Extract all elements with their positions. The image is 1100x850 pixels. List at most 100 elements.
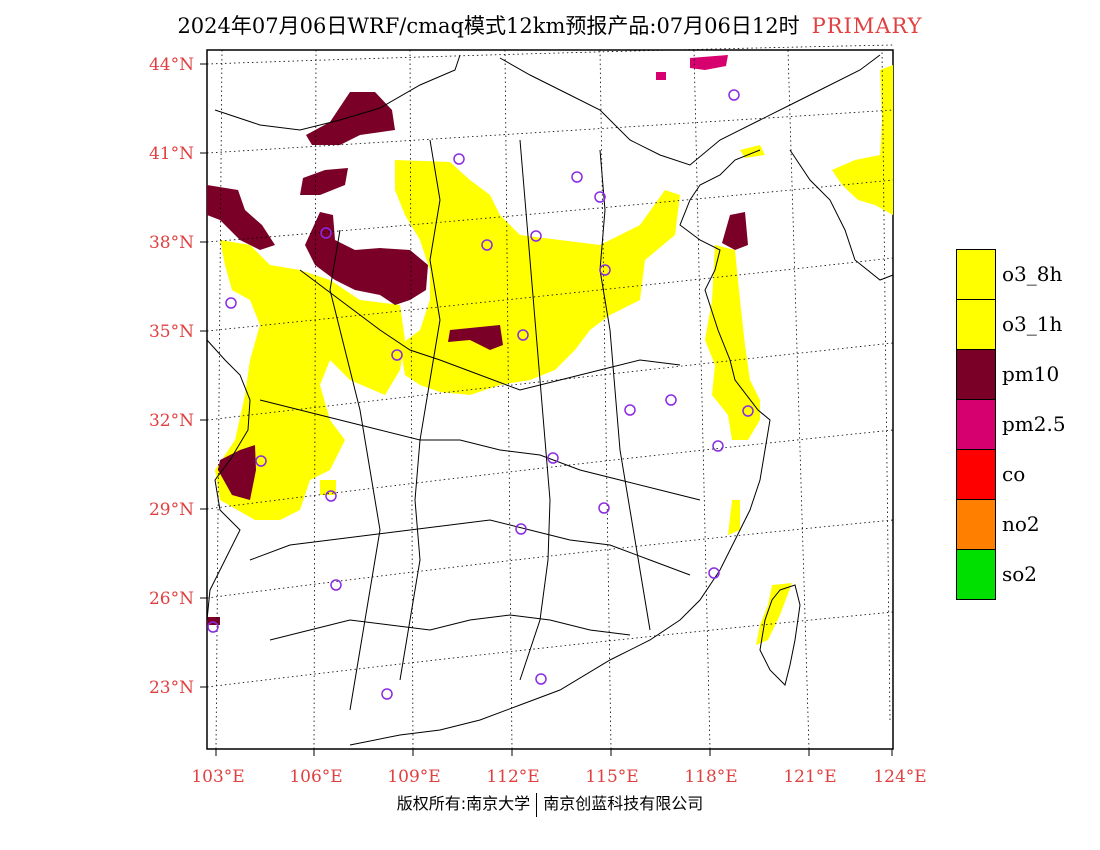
taiwan-island bbox=[759, 584, 801, 686]
legend-item-so2: so2 bbox=[956, 548, 1066, 600]
pm10-region-loess bbox=[305, 212, 428, 305]
longitude-axis: 103°E 106°E 109°E 112°E 115°E 118°E 121°… bbox=[191, 749, 927, 787]
legend-item-o3-8h: o3_8h bbox=[956, 249, 1066, 299]
station-marker bbox=[225, 297, 237, 309]
station-marker bbox=[594, 191, 606, 203]
station-marker bbox=[453, 153, 465, 165]
lat-label: 35°N bbox=[149, 322, 194, 342]
province-line-3 bbox=[249, 519, 691, 576]
pm10-region-coast bbox=[722, 212, 748, 250]
pm25-region-north bbox=[690, 55, 728, 70]
lat-label: 23°N bbox=[149, 678, 194, 698]
china-coastline bbox=[349, 149, 771, 746]
station-marker bbox=[381, 688, 393, 700]
lon-label: 112°E bbox=[486, 767, 539, 787]
lon-label: 109°E bbox=[387, 767, 440, 787]
pollutant-mode-label: PRIMARY bbox=[811, 14, 923, 38]
legend-item-co: co bbox=[956, 449, 1066, 499]
administrative-boundaries bbox=[206, 54, 894, 746]
legend-swatch bbox=[956, 399, 996, 449]
lon-label: 118°E bbox=[684, 767, 737, 787]
station-marker bbox=[665, 394, 677, 406]
legend-swatch bbox=[956, 299, 996, 349]
parallel-41 bbox=[206, 109, 894, 154]
station-marker bbox=[535, 673, 547, 685]
lon-label: 124°E bbox=[873, 767, 926, 787]
station-marker bbox=[547, 452, 559, 464]
pm10-region-central bbox=[448, 325, 503, 350]
lon-label: 106°E bbox=[289, 767, 342, 787]
legend-item-no2: no2 bbox=[956, 499, 1066, 549]
lat-label: 38°N bbox=[149, 233, 194, 253]
legend-swatch bbox=[956, 249, 996, 299]
ozone-region-east-coast bbox=[705, 245, 760, 440]
station-marker bbox=[515, 523, 527, 535]
legend-label: co bbox=[1002, 462, 1026, 486]
ozone-region-west bbox=[215, 240, 405, 520]
parallel-44 bbox=[206, 44, 894, 65]
station-marker bbox=[599, 264, 611, 276]
legend-label: no2 bbox=[1002, 512, 1040, 536]
province-line-7 bbox=[599, 149, 651, 631]
station-marker bbox=[742, 405, 754, 417]
station-marker bbox=[530, 230, 542, 242]
legend-swatch bbox=[956, 349, 996, 399]
legend-label: o3_8h bbox=[1002, 262, 1063, 286]
pm10-region-inner-mongolia bbox=[306, 92, 395, 145]
lat-label: 32°N bbox=[149, 411, 194, 431]
station-marker bbox=[728, 89, 740, 101]
monitoring-stations bbox=[207, 89, 754, 700]
pm10-region-northwest bbox=[207, 185, 275, 250]
title-main: 2024年07月06日WRF/cmaq模式12km预报产品:07月06日12时 bbox=[177, 14, 800, 38]
company-name: 南京创蓝科技有限公司 bbox=[543, 794, 704, 813]
station-marker bbox=[391, 349, 403, 361]
lat-label: 29°N bbox=[149, 500, 194, 520]
parallel-38 bbox=[206, 179, 894, 243]
pollutant-legend: o3_8h o3_1h pm10 pm2.5 co no2 so2 bbox=[956, 249, 1066, 600]
pm10-region-sichuan bbox=[218, 445, 256, 500]
station-marker bbox=[712, 440, 724, 452]
station-marker bbox=[325, 490, 337, 502]
station-marker bbox=[320, 227, 332, 239]
pollutant-areas bbox=[207, 55, 893, 645]
legend-label: so2 bbox=[1002, 562, 1038, 586]
legend-label: pm10 bbox=[1002, 362, 1060, 386]
legend-swatch bbox=[956, 449, 996, 499]
footer-divider bbox=[536, 792, 538, 817]
korea-coast bbox=[789, 149, 894, 281]
province-line-2 bbox=[259, 399, 701, 501]
ozone-region-taiwan-strait bbox=[756, 583, 792, 645]
legend-label: o3_1h bbox=[1002, 312, 1063, 336]
province-line-5 bbox=[399, 139, 441, 681]
ozone-region-northeast bbox=[832, 65, 893, 215]
station-marker bbox=[708, 567, 720, 579]
legend-item-o3-1h: o3_1h bbox=[956, 299, 1066, 349]
latitude-axis: 44°N 41°N 38°N 35°N 32°N 29°N 26°N 23°N bbox=[149, 55, 207, 698]
legend-swatch bbox=[956, 499, 996, 549]
province-line-6 bbox=[519, 139, 551, 681]
province-line-8 bbox=[329, 229, 381, 711]
map-title: 2024年07月06日WRF/cmaq模式12km预报产品:07月06日12时 P… bbox=[0, 10, 1100, 40]
western-border bbox=[206, 339, 251, 621]
northern-border bbox=[214, 54, 881, 166]
legend-label: pm2.5 bbox=[1002, 412, 1066, 436]
pm10-region-north bbox=[300, 168, 348, 195]
station-marker bbox=[330, 579, 342, 591]
copyright-text: 版权所有:南京大学 bbox=[396, 794, 531, 813]
legend-swatch bbox=[956, 548, 996, 600]
lat-label: 41°N bbox=[149, 144, 194, 164]
ozone-region-beijing bbox=[740, 145, 765, 158]
ozone-region-southeast bbox=[728, 500, 740, 535]
station-marker bbox=[207, 621, 219, 633]
graticule bbox=[206, 44, 894, 750]
lon-label: 115°E bbox=[585, 767, 638, 787]
station-marker bbox=[255, 455, 267, 467]
lat-label: 44°N bbox=[149, 55, 194, 75]
pm25-region-north-small bbox=[656, 72, 666, 80]
lon-label: 103°E bbox=[191, 767, 244, 787]
station-marker bbox=[517, 329, 529, 341]
copyright-footer: 版权所有:南京大学 南京创蓝科技有限公司 bbox=[0, 790, 1100, 817]
station-marker bbox=[481, 239, 493, 251]
station-marker bbox=[571, 171, 583, 183]
